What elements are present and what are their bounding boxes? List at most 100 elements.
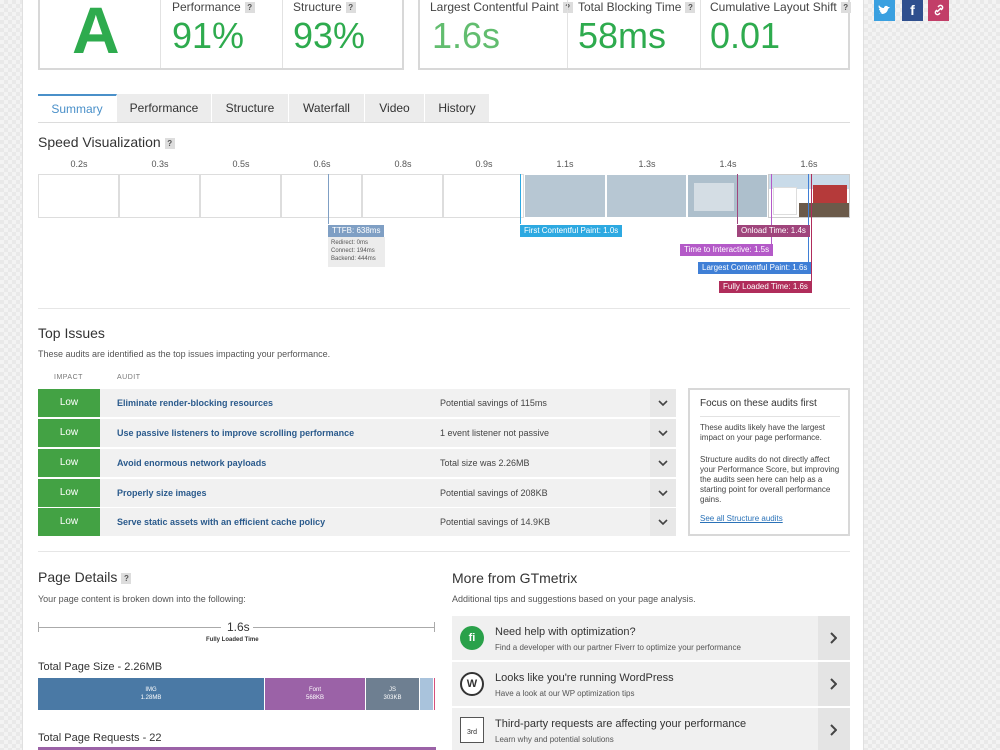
filmstrip-frame[interactable] bbox=[687, 174, 768, 218]
fully-loaded-value: 1.6s bbox=[227, 620, 250, 634]
twitter-icon[interactable] bbox=[874, 0, 895, 21]
tick-label: 0.3s bbox=[151, 159, 169, 169]
tab-waterfall[interactable]: Waterfall bbox=[289, 94, 365, 122]
see-all-structure-link[interactable]: See all Structure audits bbox=[700, 514, 783, 523]
segment-type-label: Font bbox=[308, 687, 321, 693]
suggestion-subtitle: Find a developer with our partner Fiverr… bbox=[495, 643, 741, 652]
suggestion-subtitle: Have a look at our WP optimization tips bbox=[495, 689, 635, 698]
chevron-down-icon bbox=[658, 400, 668, 406]
audit-header: AUDIT bbox=[117, 374, 141, 381]
expand-button[interactable] bbox=[650, 389, 676, 417]
card-divider bbox=[282, 0, 283, 68]
filmstrip-frame[interactable] bbox=[524, 174, 606, 218]
tick-label: 0.6s bbox=[313, 159, 331, 169]
size-segment-other[interactable] bbox=[420, 678, 433, 710]
onload-line bbox=[737, 174, 738, 224]
filmstrip-frame[interactable] bbox=[281, 174, 362, 218]
tick-label: 1.4s bbox=[719, 159, 737, 169]
requests-bar bbox=[38, 747, 436, 750]
card-divider bbox=[700, 0, 701, 68]
impact-badge: Low bbox=[38, 508, 100, 536]
fully-loaded-label: Fully Loaded Time bbox=[206, 637, 259, 643]
help-icon[interactable]: ? bbox=[244, 2, 255, 13]
tick-label: 1.6s bbox=[800, 159, 818, 169]
issue-row[interactable]: Low Use passive listeners to improve scr… bbox=[38, 419, 676, 447]
third-party-suggestion[interactable]: 3rd Third-party requests are affecting y… bbox=[452, 708, 850, 750]
filmstrip-frame[interactable] bbox=[200, 174, 281, 218]
issue-row[interactable]: Low Avoid enormous network payloads Tota… bbox=[38, 449, 676, 477]
audit-name[interactable]: Properly size images bbox=[117, 488, 207, 498]
focus-title: Focus on these audits first bbox=[700, 398, 817, 409]
audit-name[interactable]: Serve static assets with an efficient ca… bbox=[117, 517, 326, 527]
section-divider bbox=[38, 551, 850, 552]
link-icon[interactable] bbox=[928, 0, 949, 21]
impact-badge: Low bbox=[38, 449, 100, 477]
fiverr-suggestion[interactable]: fi Need help with optimization? Find a d… bbox=[452, 616, 850, 660]
segment-size-label: 568KB bbox=[305, 695, 324, 701]
top-issues-subtitle: These audits are identified as the top i… bbox=[38, 349, 331, 359]
size-segment-other[interactable] bbox=[434, 678, 435, 710]
card-divider bbox=[567, 0, 568, 68]
filmstrip-frame[interactable] bbox=[606, 174, 687, 218]
help-icon[interactable]: ? bbox=[121, 573, 132, 584]
audit-info: Potential savings of 208KB bbox=[440, 488, 548, 498]
expand-button[interactable] bbox=[650, 419, 676, 447]
help-icon[interactable]: ? bbox=[685, 2, 696, 13]
issue-row[interactable]: Low Eliminate render-blocking resources … bbox=[38, 389, 676, 417]
expand-button[interactable] bbox=[650, 508, 676, 536]
tab-structure[interactable]: Structure bbox=[212, 94, 289, 122]
size-segment-img[interactable]: IMG 1.28MB bbox=[38, 678, 264, 710]
wordpress-suggestion[interactable]: W Looks like you're running WordPress Ha… bbox=[452, 662, 850, 706]
chevron-down-icon bbox=[658, 460, 668, 466]
tab-video[interactable]: Video bbox=[365, 94, 425, 122]
fcp-marker: First Contentful Paint: 1.0s bbox=[520, 225, 623, 237]
lcp-marker: Largest Contentful Paint: 1.6s bbox=[698, 262, 812, 274]
issue-row[interactable]: Low Serve static assets with an efficien… bbox=[38, 508, 676, 536]
tab-performance[interactable]: Performance bbox=[117, 94, 212, 122]
chevron-right-button[interactable] bbox=[818, 616, 850, 660]
chevron-right-button[interactable] bbox=[818, 708, 850, 750]
tick-label: 0.8s bbox=[394, 159, 412, 169]
help-icon[interactable]: ? bbox=[164, 138, 175, 149]
lcp-label: Largest Contentful Paint? bbox=[430, 0, 573, 14]
filmstrip-frame[interactable] bbox=[38, 174, 119, 218]
page-preview bbox=[773, 187, 797, 215]
impact-header: IMPACT bbox=[54, 374, 83, 381]
chevron-right-icon bbox=[830, 678, 837, 690]
issue-row[interactable]: Low Properly size images Potential savin… bbox=[38, 479, 676, 507]
facebook-icon[interactable]: f bbox=[902, 0, 923, 21]
fiverr-icon: fi bbox=[460, 626, 484, 650]
expand-button[interactable] bbox=[650, 449, 676, 477]
size-segment-font[interactable]: Font 568KB bbox=[265, 678, 365, 710]
size-segment-js[interactable]: JS 303KB bbox=[366, 678, 419, 710]
tab-underline bbox=[38, 122, 850, 123]
segment-size-label: 303KB bbox=[383, 695, 402, 701]
tab-summary[interactable]: Summary bbox=[38, 94, 117, 122]
audit-info: Potential savings of 115ms bbox=[440, 398, 547, 408]
impact-badge: Low bbox=[38, 389, 100, 417]
audit-name[interactable]: Avoid enormous network payloads bbox=[117, 458, 267, 468]
tbt-value: 58ms bbox=[578, 15, 667, 56]
filmstrip-frame[interactable] bbox=[362, 174, 443, 218]
tick-label: 1.3s bbox=[638, 159, 656, 169]
help-icon[interactable]: ? bbox=[840, 2, 851, 13]
audit-info: Total size was 2.26MB bbox=[440, 458, 530, 468]
timeline-end-cap bbox=[434, 622, 435, 632]
filmstrip-frame[interactable] bbox=[119, 174, 200, 218]
help-icon[interactable]: ? bbox=[345, 2, 356, 13]
audit-name[interactable]: Use passive listeners to improve scrolli… bbox=[117, 428, 355, 438]
tti-line bbox=[771, 174, 772, 244]
audit-name[interactable]: Eliminate render-blocking resources bbox=[117, 398, 274, 408]
third-party-icon: 3rd bbox=[460, 717, 484, 743]
chevron-right-button[interactable] bbox=[818, 662, 850, 706]
filmstrip-frame[interactable] bbox=[443, 174, 524, 218]
tab-history[interactable]: History bbox=[425, 94, 490, 122]
total-size-label: Total Page Size - 2.26MB bbox=[38, 661, 163, 673]
filmstrip-frame-final[interactable] bbox=[768, 174, 850, 218]
tick-label: 0.2s bbox=[70, 159, 88, 169]
chevron-down-icon bbox=[658, 490, 668, 496]
audit-info: 1 event listener not passive bbox=[440, 428, 550, 438]
expand-button[interactable] bbox=[650, 479, 676, 507]
total-requests-label: Total Page Requests - 22 bbox=[38, 732, 162, 744]
page-preview bbox=[813, 185, 847, 205]
